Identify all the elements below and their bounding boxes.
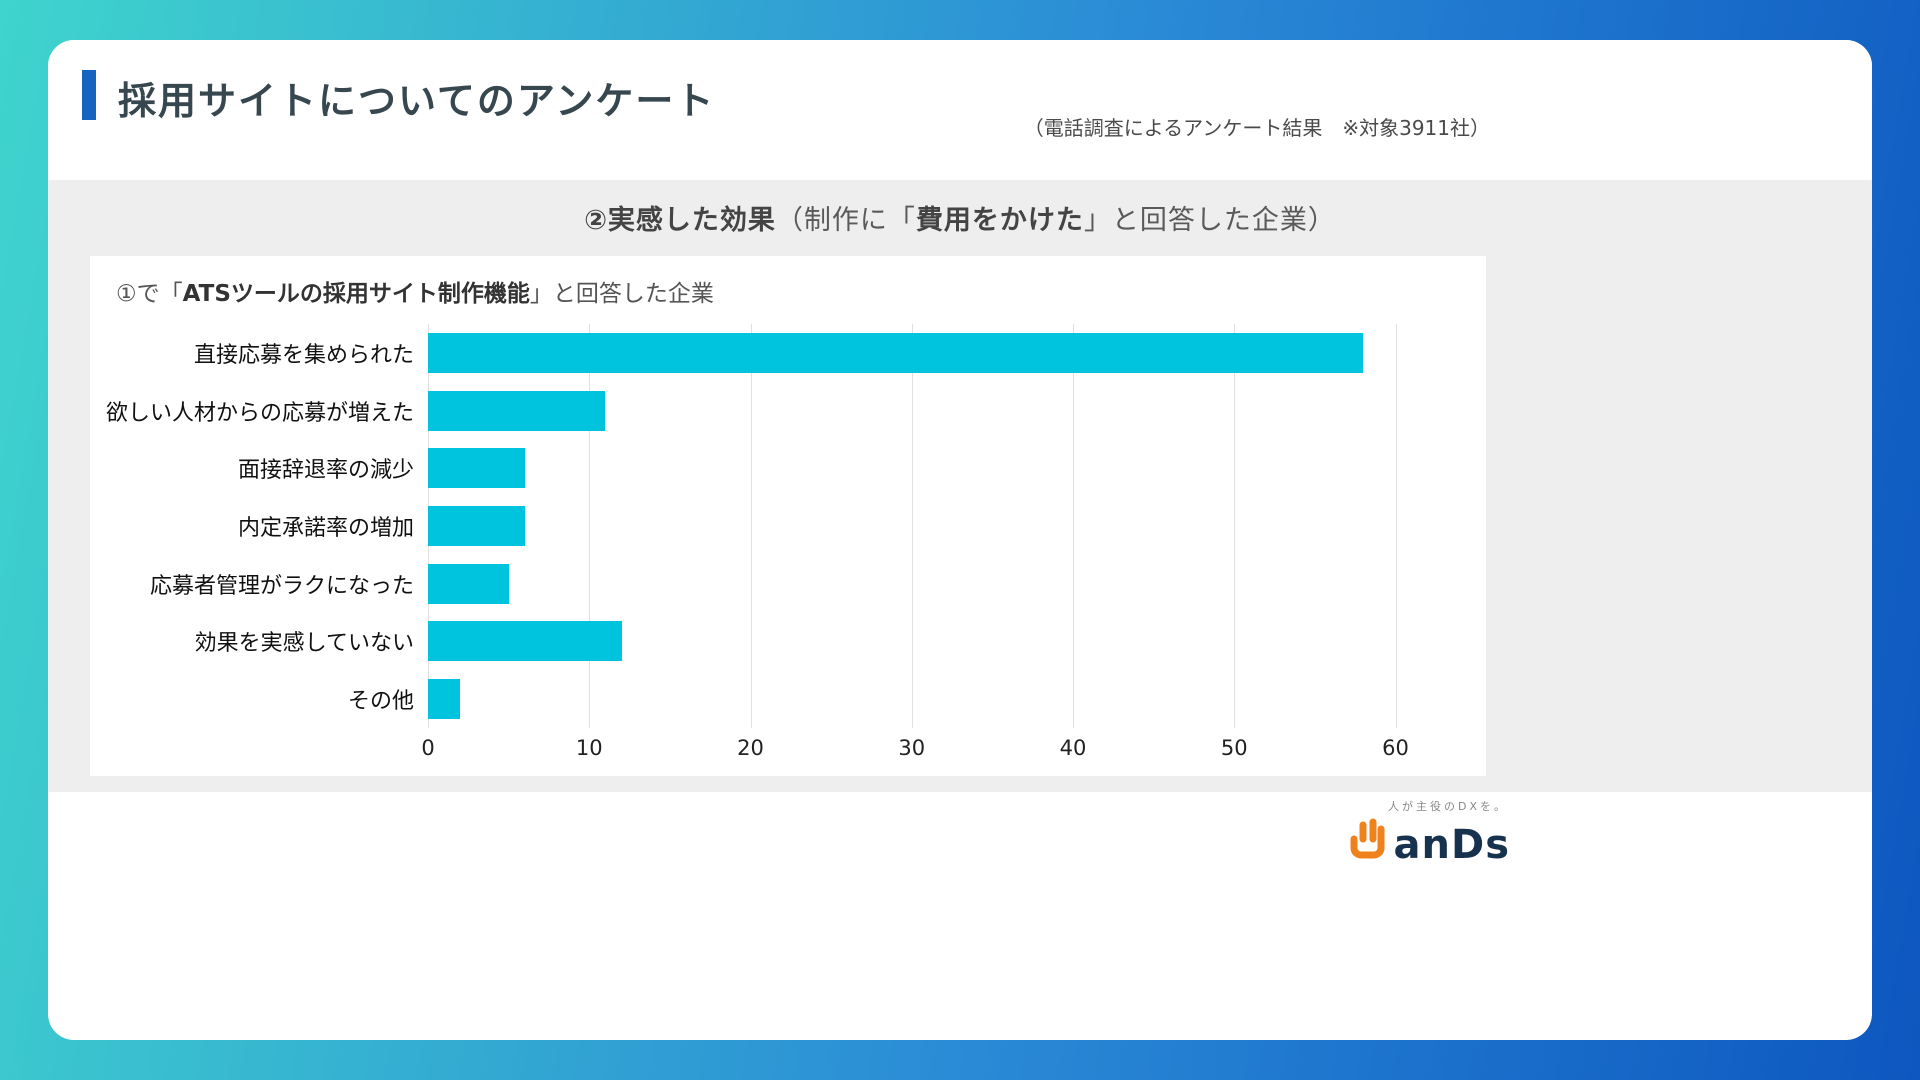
bar xyxy=(428,332,1364,373)
header: 採用サイトについてのアンケート （電話調査によるアンケート結果 ※対象3911社… xyxy=(48,40,1872,180)
bar xyxy=(428,621,622,662)
section-title-bold: ②実感した効果 xyxy=(584,205,776,236)
hands-logo-icon xyxy=(1346,816,1390,864)
x-tick-label: 30 xyxy=(898,736,926,760)
chart-panel: ①で「ATSツールの採用サイト制作機能」と回答した企業 直接応募を集められた欲し… xyxy=(90,256,1486,776)
gridline xyxy=(1073,324,1074,728)
chart-title-bold: ATSツールの採用サイト制作機能 xyxy=(182,281,530,307)
bar-track xyxy=(428,555,1460,613)
bar-track xyxy=(428,670,1460,728)
section-title-normal: （制作に「 xyxy=(775,205,916,236)
page-title: 採用サイトについてのアンケート xyxy=(118,79,716,123)
bar-track xyxy=(428,439,1460,497)
logo-text: anDs xyxy=(1393,822,1510,868)
bar-chart: 直接応募を集められた欲しい人材からの応募が増えた面接辞退率の減少 内定承諾率の増加… xyxy=(90,324,1460,770)
x-tick-label: 20 xyxy=(737,736,764,760)
bar-row: 面接辞退率の減少 xyxy=(90,439,1460,497)
section-title-bold2: 費用をかけた xyxy=(915,205,1084,236)
gridline xyxy=(589,324,591,728)
x-tick-label: 0 xyxy=(421,736,435,760)
gridline xyxy=(1234,324,1236,728)
bar xyxy=(428,390,606,431)
gridline xyxy=(911,324,913,728)
survey-note: （電話調査によるアンケート結果 ※対象3911社） xyxy=(1023,116,1490,140)
x-tick-label: 10 xyxy=(575,736,603,760)
category-label: 効果を実感していない xyxy=(194,631,414,657)
plot-area: 直接応募を集められた欲しい人材からの応募が増えた面接辞退率の減少 内定承諾率の増加… xyxy=(90,324,1460,728)
category-label: その他 xyxy=(347,689,414,715)
bar-track xyxy=(428,613,1460,671)
gridline xyxy=(750,324,752,728)
x-axis: 0 10 20 30 40 50 60 xyxy=(421,728,1460,770)
bar xyxy=(428,563,509,604)
chart-title-normal: ①で「 xyxy=(116,281,183,307)
category-label: 面接辞退率の減少 xyxy=(237,458,414,484)
section-title-normal2: 」と回答した企業） xyxy=(1083,205,1336,236)
slide-card: 採用サイトについてのアンケート （電話調査によるアンケート結果 ※対象3911社… xyxy=(48,40,1872,1040)
bar-rows: 直接応募を集められた欲しい人材からの応募が増えた面接辞退率の減少 内定承諾率の増加… xyxy=(90,324,1460,728)
logo-row: anDs xyxy=(1346,816,1510,868)
bar xyxy=(428,448,525,489)
bar-row: その他 xyxy=(90,670,1460,728)
bar xyxy=(428,679,461,720)
bar-row: 効果を実感していない xyxy=(90,613,1460,671)
x-tick-label: 60 xyxy=(1382,736,1409,760)
x-tick-label: 50 xyxy=(1220,736,1248,760)
x-tick-label: 40 xyxy=(1059,736,1087,760)
chart-title: ①で「ATSツールの採用サイト制作機能」と回答した企業 xyxy=(90,256,1486,308)
bar-track xyxy=(428,324,1460,382)
bar-track xyxy=(428,382,1460,440)
bar-row: 内定承諾率の増加 xyxy=(90,497,1460,555)
gridline xyxy=(1395,324,1397,728)
bar-row: 直接応募を集められた xyxy=(90,324,1460,382)
bar-track xyxy=(428,497,1460,555)
category-label: 直接応募を集められた xyxy=(193,342,414,368)
chart-title-normal2: 」と回答した企業 xyxy=(529,281,714,307)
logo-tagline: 人が主役のDXを。 xyxy=(1387,800,1508,813)
category-label: 応募者管理がラクになった xyxy=(149,573,414,599)
category-label: 欲しい人材からの応募が増えた xyxy=(105,400,414,426)
category-label: 内定承諾率の増加 xyxy=(237,515,414,541)
bar xyxy=(428,505,525,546)
section-title: ②実感した効果（制作に「費用をかけた」と回答した企業） xyxy=(48,180,1872,237)
title-accent-bar xyxy=(82,70,96,120)
bar-row: 応募者管理がラクになった xyxy=(90,555,1460,613)
bar-row: 欲しい人材からの応募が増えた xyxy=(90,382,1460,440)
logo: 人が主役のDXを。 anDs xyxy=(1346,798,1510,868)
section-band: ②実感した効果（制作に「費用をかけた」と回答した企業） ①で「ATSツールの採用… xyxy=(48,180,1872,792)
